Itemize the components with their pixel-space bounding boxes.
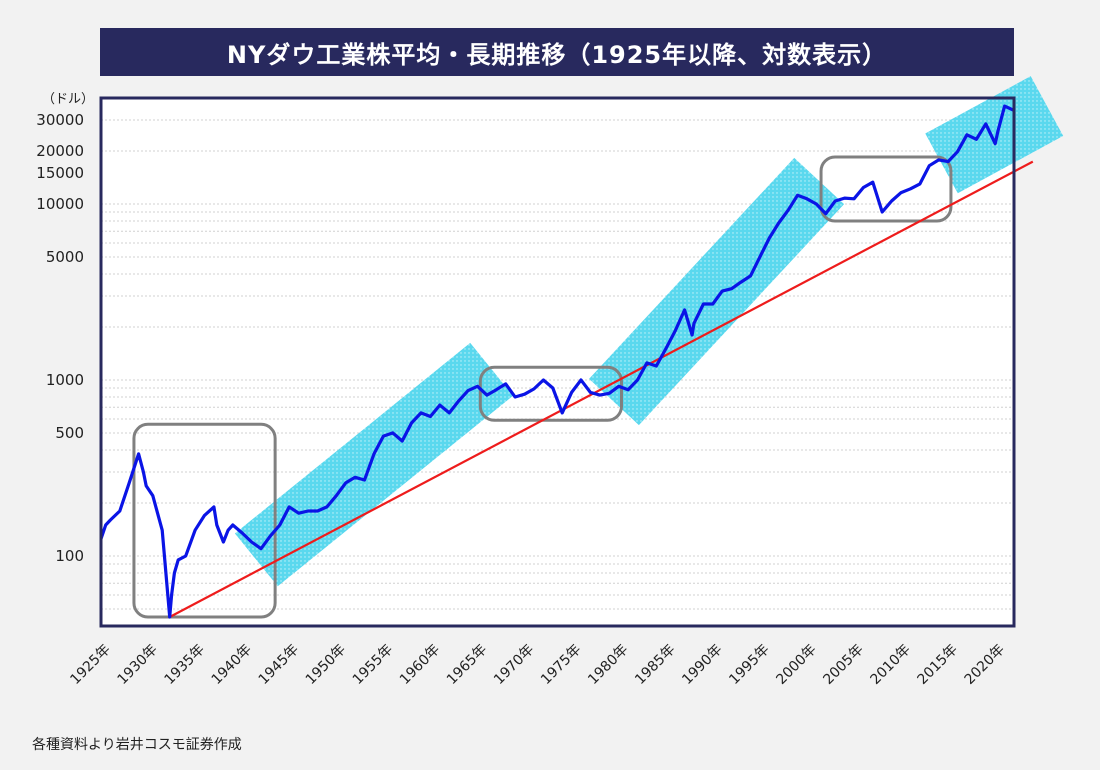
source-note: 各種資料より岩井コスモ証券作成	[32, 737, 242, 753]
x-tick-label: 2015年	[915, 642, 961, 688]
range-box	[478, 365, 624, 422]
uptrend-band	[234, 342, 514, 587]
range-boxes	[132, 155, 953, 619]
uptrend-bands	[234, 76, 1064, 587]
y-tick-label: 20000	[36, 142, 84, 160]
x-tick-label: 1945年	[256, 642, 302, 688]
x-tick-label: 1965年	[444, 642, 490, 688]
x-tick-label: 1950年	[303, 642, 349, 688]
y-tick-label: 5000	[46, 248, 84, 266]
y-tick-label: 500	[55, 424, 84, 442]
x-tick-label: 1995年	[726, 642, 772, 688]
y-tick-label: 100	[55, 547, 84, 565]
x-tick-label: 1925年	[67, 642, 113, 688]
range-box	[819, 155, 953, 223]
uptrend-band	[925, 76, 1064, 194]
x-tick-label: 2020年	[962, 642, 1008, 688]
uptrend-band	[589, 157, 845, 426]
y-tick-label: 10000	[36, 195, 84, 213]
plot-frame	[99, 96, 1016, 628]
y-tick-label: 1000	[46, 371, 84, 389]
dow-series-line	[99, 104, 1015, 619]
dow-series	[99, 104, 1015, 619]
trend-line-segment	[169, 160, 1034, 618]
x-tick-label: 1990年	[679, 642, 725, 688]
chart-title: NYダウ工業株平均・長期推移（1925年以降、対数表示）	[100, 28, 1014, 76]
y-tick-label: 15000	[36, 164, 84, 182]
x-tick-label: 1940年	[209, 642, 255, 688]
x-tick-label: 1980年	[585, 642, 631, 688]
x-tick-label: 2005年	[820, 642, 866, 688]
y-axis-tick-labels: 30000 20000 15000 10000 5000 1000 500 100	[36, 111, 84, 565]
x-tick-label: 1930年	[114, 642, 160, 688]
y-axis-label: （ドル）	[42, 92, 94, 107]
y-tick-label: 30000	[36, 111, 84, 129]
x-tick-label: 1935年	[162, 642, 208, 688]
plot-background	[101, 98, 1014, 626]
x-tick-label: 2000年	[773, 642, 819, 688]
x-tick-label: 1960年	[397, 642, 443, 688]
x-tick-label: 1955年	[350, 642, 396, 688]
trend-line	[169, 160, 1034, 618]
x-tick-label: 1970年	[491, 642, 537, 688]
x-tick-label: 1975年	[538, 642, 584, 688]
x-tick-label: 2010年	[867, 642, 913, 688]
x-axis-tick-labels: 1925年 1930年 1935年 1940年 1945年 1950年 1955年 1960年…	[67, 642, 1008, 688]
x-tick-label: 1985年	[632, 642, 678, 688]
range-box	[132, 422, 277, 619]
